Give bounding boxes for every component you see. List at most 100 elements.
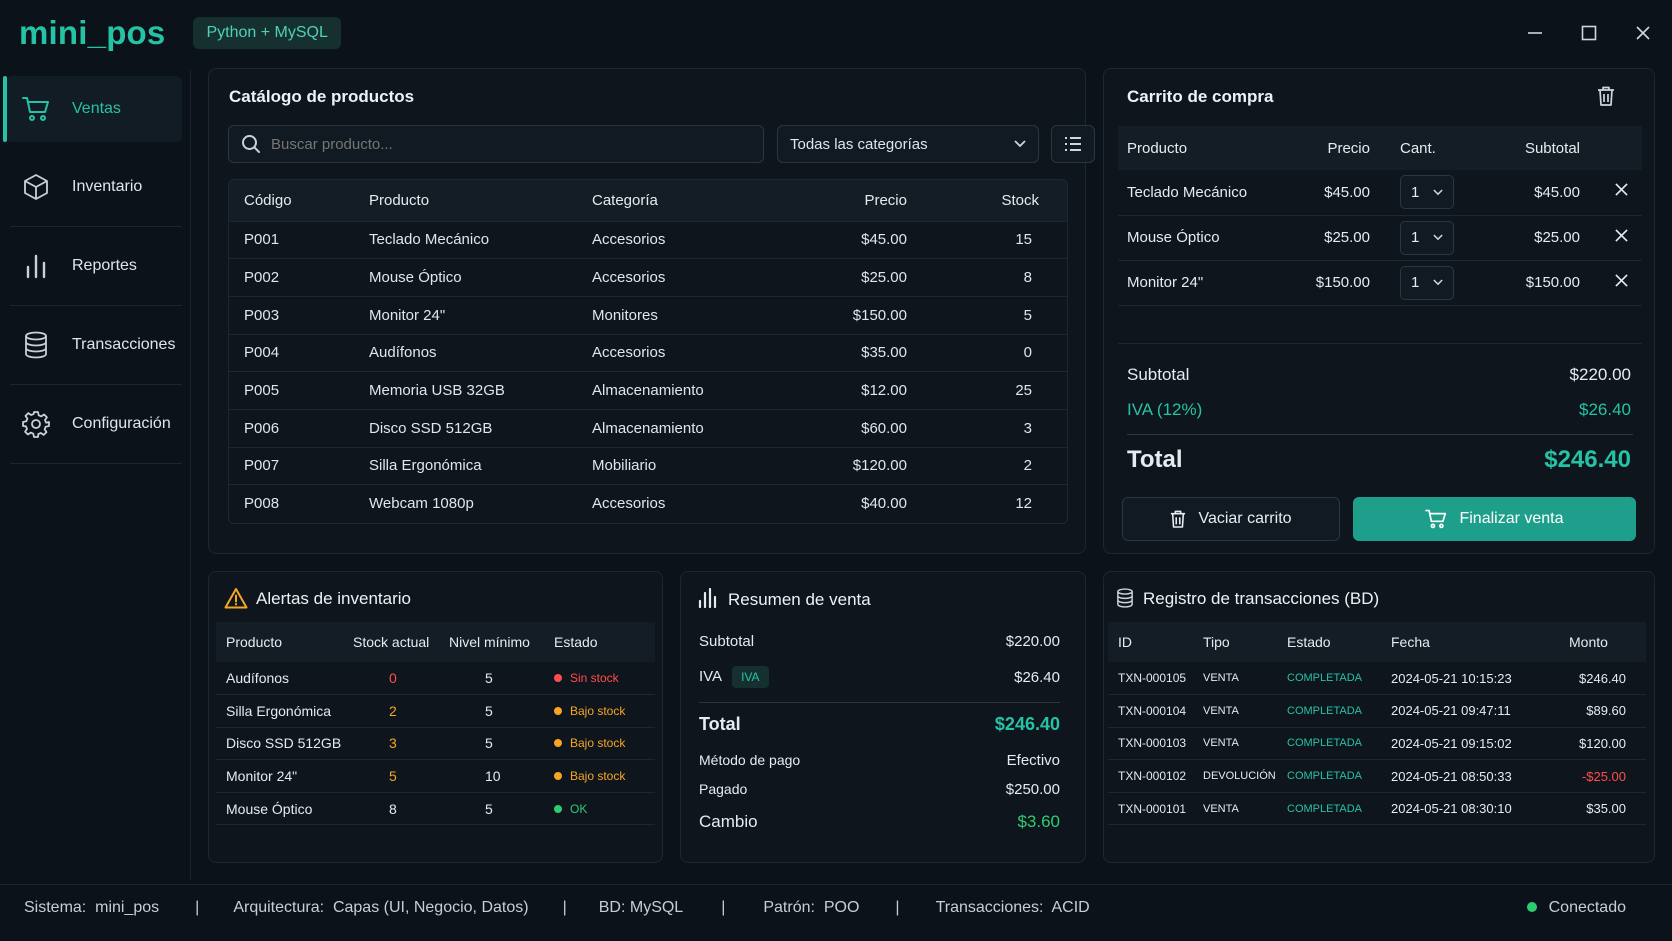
list-view-button[interactable] — [1051, 125, 1095, 163]
subtotal-label: Subtotal — [699, 633, 755, 650]
product-stock: 12 — [907, 484, 1067, 523]
chevron-down-icon — [1014, 140, 1026, 148]
category-select[interactable]: Todas las categorías — [777, 125, 1039, 163]
product-code: P002 — [229, 258, 369, 297]
cart-icon — [1425, 509, 1447, 529]
status-value: mini_pos — [95, 898, 160, 916]
status-pattern: Patrón: POO — [763, 899, 859, 917]
connection-label: Conectado — [1548, 898, 1626, 916]
alert-product: Monitor 24" — [226, 768, 298, 785]
checkout-button[interactable]: Finalizar venta — [1353, 497, 1636, 541]
subtotal-value: $220.00 — [1005, 633, 1060, 650]
clear-cart-button[interactable]: Vaciar carrito — [1122, 497, 1340, 541]
column-header: Categoría — [592, 180, 767, 221]
tx-amount: -$25.00 — [1581, 768, 1626, 784]
quantity-value: 1 — [1411, 274, 1420, 291]
quantity-value: 1 — [1411, 229, 1420, 246]
cart-item-name: Mouse Óptico — [1127, 229, 1220, 246]
status-label: OK — [570, 801, 588, 816]
tx-type: VENTA — [1203, 802, 1239, 815]
remove-item-icon[interactable] — [1615, 228, 1628, 242]
table-row[interactable]: P002 Mouse Óptico Accesorios $25.00 8 — [229, 258, 1067, 297]
trash-icon[interactable] — [1597, 86, 1615, 106]
status-value: POO — [823, 898, 860, 916]
table-header-row: ID Tipo Estado Fecha Monto — [1108, 622, 1646, 662]
tx-amount: $35.00 — [1586, 801, 1626, 817]
sale-summary-panel: Resumen de venta Subtotal $220.00 IVA IVA… — [680, 571, 1086, 863]
remove-cell — [1580, 215, 1642, 260]
sidebar-item-reportes[interactable]: Reportes — [6, 233, 182, 299]
table-row[interactable]: P001 Teclado Mecánico Accesorios $45.00 15 — [229, 220, 1067, 259]
column-header: Producto — [226, 634, 283, 650]
status-separator: | — [721, 898, 726, 916]
summary-subtotal-row: Subtotal $220.00 — [699, 633, 1060, 650]
cart-icon — [22, 96, 52, 122]
total-value: $246.40 — [1544, 446, 1631, 473]
table-row[interactable]: P003 Monitor 24" Monitores $150.00 5 — [229, 295, 1067, 335]
table-row[interactable]: P007 Silla Ergonómica Mobiliario $120.00 2 — [229, 446, 1067, 485]
alert-stock: 2 — [389, 702, 397, 719]
column-header: Precio — [767, 180, 907, 221]
catalog-title: Catálogo de productos — [229, 87, 415, 106]
table-row[interactable]: P004 Audífonos Accesorios $35.00 0 — [229, 333, 1067, 372]
table-row: Audífonos 0 5 Sin stock — [216, 662, 655, 695]
tx-id: TXN-000102 — [1118, 769, 1187, 784]
status-badge: Bajo stock — [554, 695, 655, 728]
bar-chart-icon — [697, 588, 717, 608]
title-bar: mini_pos Python + MySQL — [0, 0, 1672, 66]
tx-amount: $246.40 — [1579, 670, 1626, 686]
product-category: Mobiliario — [592, 446, 767, 485]
cart-total-row: Total $246.40 — [1127, 446, 1631, 474]
minimize-icon[interactable] — [1520, 18, 1550, 48]
table-row[interactable]: P008 Webcam 1080p Accesorios $40.00 12 — [229, 484, 1067, 523]
status-system: Sistema: mini_pos — [24, 899, 159, 917]
quantity-select[interactable]: 1 — [1400, 175, 1454, 210]
search-box[interactable] — [228, 125, 764, 163]
tx-status: COMPLETADA — [1287, 802, 1362, 815]
column-header: ID — [1118, 634, 1132, 650]
cart-row: Mouse Óptico $25.00 1 $25.00 — [1118, 215, 1642, 260]
product-price: $150.00 — [767, 295, 907, 335]
remove-item-icon[interactable] — [1615, 183, 1628, 196]
quantity-select[interactable]: 1 — [1400, 220, 1454, 255]
maximize-icon[interactable] — [1574, 18, 1604, 48]
sidebar-item-configuracion[interactable]: Configuración — [6, 391, 182, 457]
table-row: TXN-000105 VENTA COMPLETADA 2024-05-21 10:1… — [1108, 662, 1646, 695]
cart-row: Monitor 24" $150.00 1 $150.00 — [1118, 260, 1642, 305]
alert-min: 5 — [485, 735, 493, 752]
tx-id: TXN-000101 — [1118, 801, 1187, 816]
product-name: Webcam 1080p — [369, 484, 592, 523]
chevron-down-icon — [1433, 279, 1443, 286]
search-input[interactable] — [271, 135, 731, 153]
status-separator: | — [195, 898, 200, 916]
quantity-select[interactable]: 1 — [1400, 265, 1454, 300]
close-icon[interactable] — [1628, 18, 1658, 48]
table-row: TXN-000101 VENTA COMPLETADA 2024-05-21 08:3… — [1108, 792, 1646, 825]
iva-badge: IVA — [732, 666, 769, 688]
list-icon — [1063, 135, 1083, 153]
product-name: Monitor 24" — [369, 295, 592, 335]
total-label: Total — [699, 714, 741, 734]
quantity-value: 1 — [1411, 183, 1420, 201]
paid-row: Pagado $250.00 — [699, 781, 1060, 798]
column-header: Stock — [907, 180, 1067, 221]
iva-label: IVA (12%) — [1127, 400, 1203, 419]
sidebar-item-inventario[interactable]: Inventario — [6, 154, 182, 220]
alert-stock: 8 — [389, 800, 397, 817]
remove-item-icon[interactable] — [1615, 273, 1628, 287]
product-name: Mouse Óptico — [369, 258, 592, 297]
cart-subtotal-row: Subtotal $220.00 — [1127, 365, 1631, 385]
cart-item-subtotal: $150.00 — [1525, 274, 1580, 291]
alerts-title: Alertas de inventario — [256, 589, 411, 608]
sidebar-item-ventas[interactable]: Ventas — [3, 76, 182, 142]
table-row[interactable]: P005 Memoria USB 32GB Almacenamiento $12.00… — [229, 371, 1067, 410]
product-code: P004 — [229, 333, 369, 372]
total-value: $246.40 — [994, 714, 1060, 734]
status-dot — [554, 673, 562, 682]
table-row[interactable]: P006 Disco SSD 512GB Almacenamiento $60.00 3 — [229, 408, 1067, 448]
app-logo: mini_pos — [19, 14, 166, 51]
status-dot — [554, 771, 562, 780]
table-row: TXN-000102 DEVOLUCIÓN COMPLETADA 2024-05-21… — [1108, 760, 1646, 793]
sidebar-item-transacciones[interactable]: Transacciones — [6, 312, 182, 378]
product-code: P006 — [229, 408, 369, 448]
